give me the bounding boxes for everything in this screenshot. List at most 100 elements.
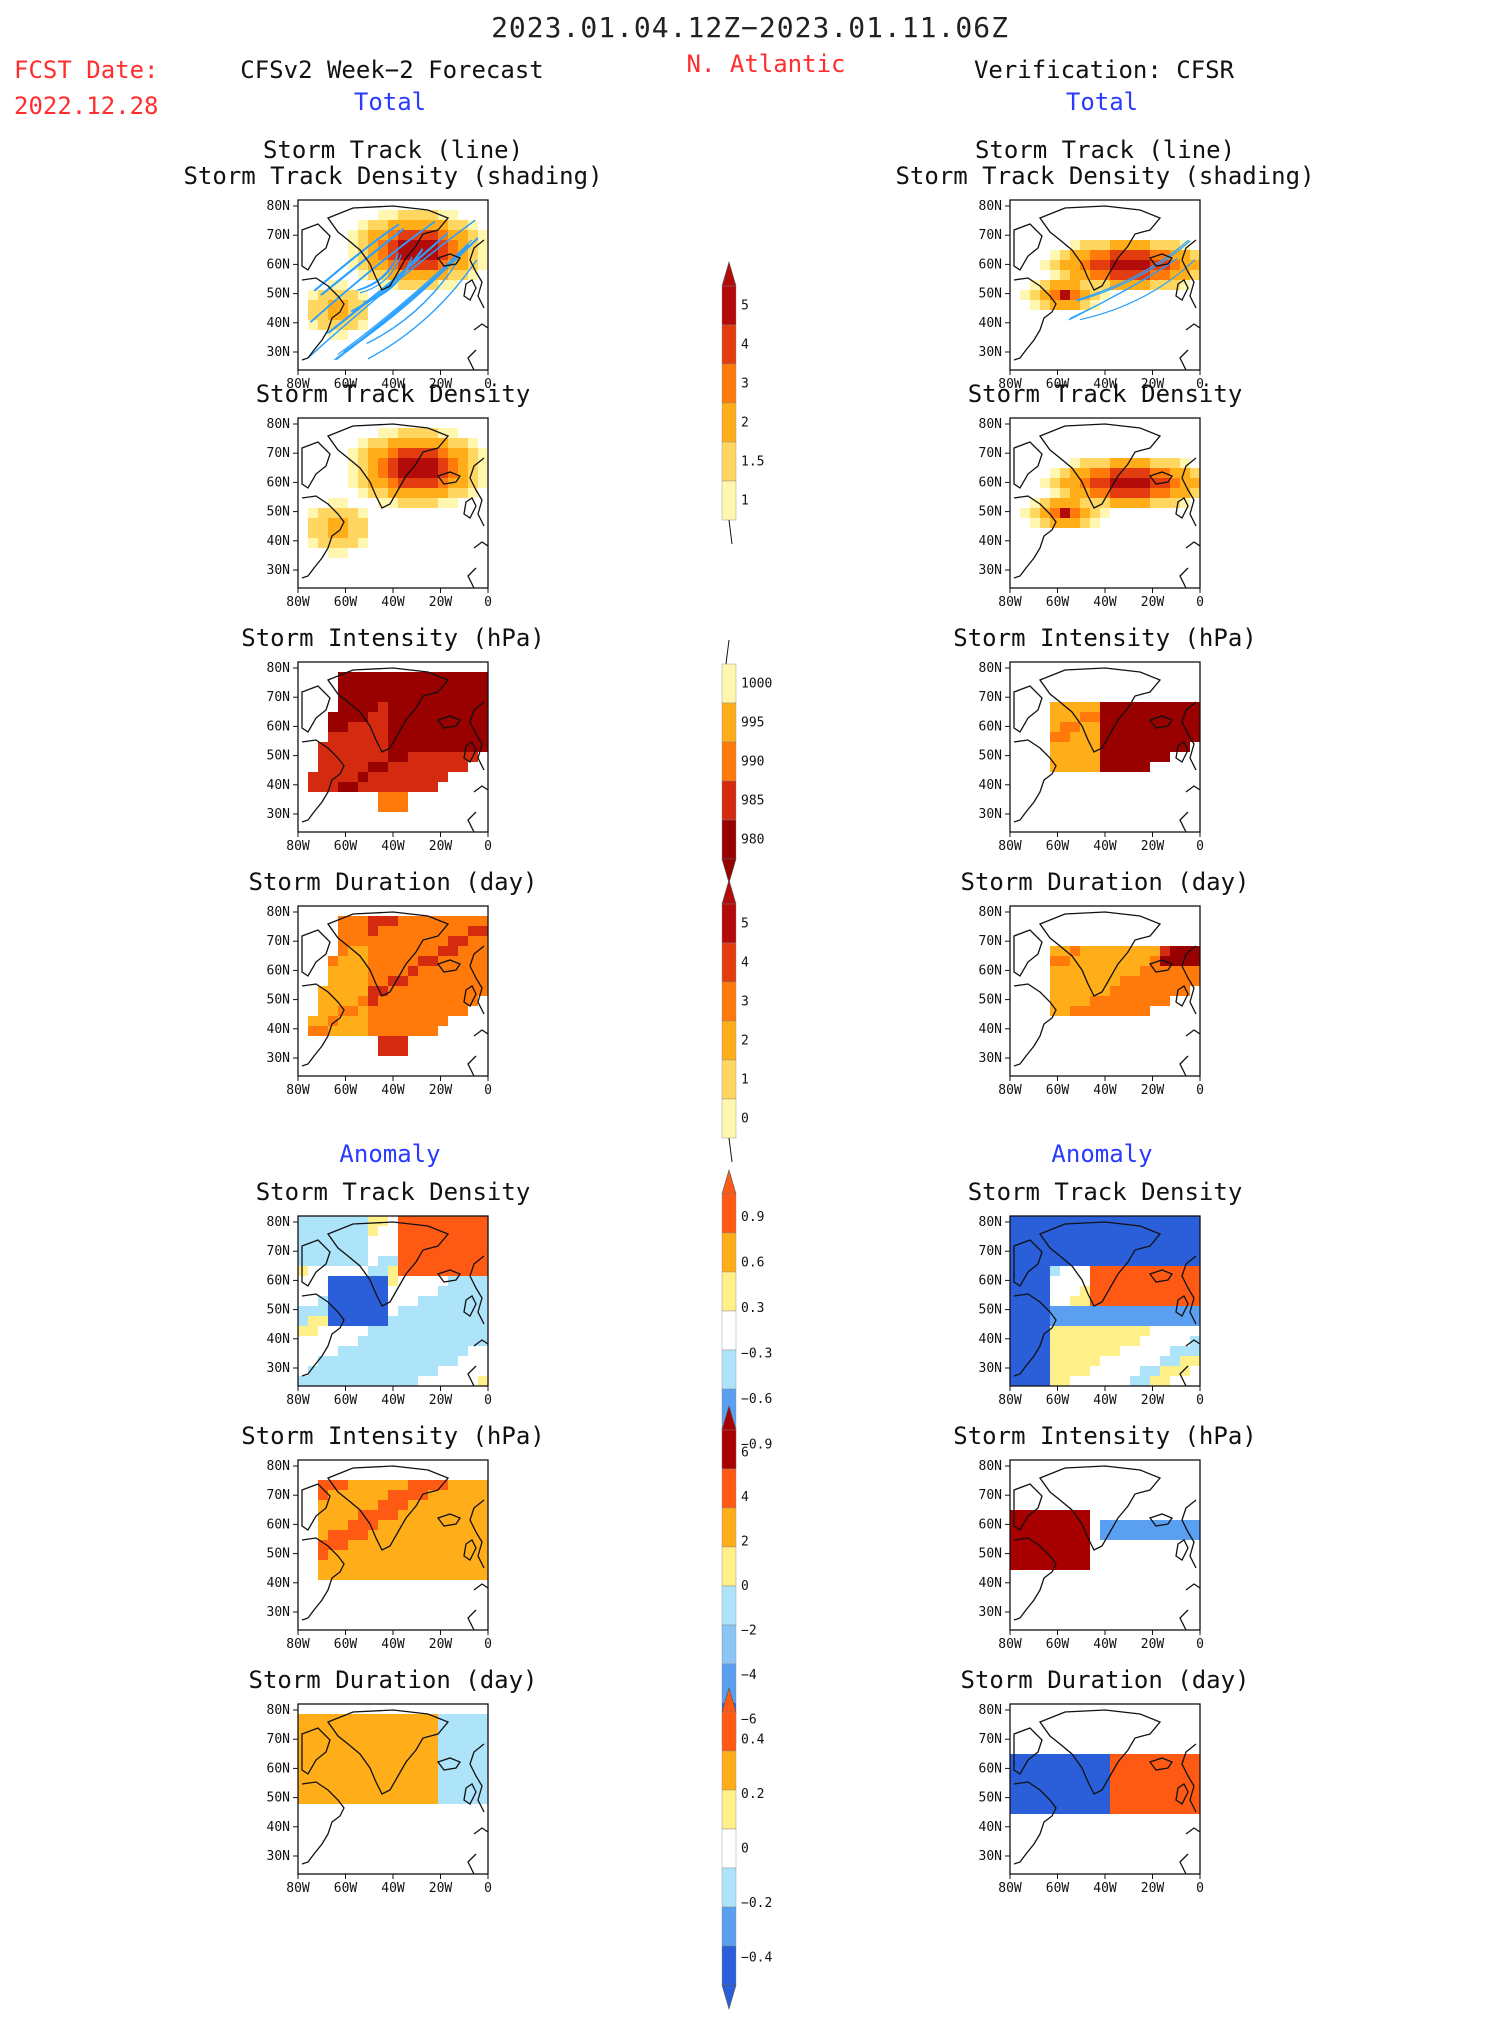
map-panel: Storm Duration (day) 80N 70N 60N 50N 40N 30N 80… bbox=[950, 1668, 1260, 1898]
svg-text:40W: 40W bbox=[381, 595, 405, 610]
panel-title: Storm Intensity (hPa) bbox=[241, 1422, 545, 1450]
svg-text:995: 995 bbox=[741, 716, 764, 731]
svg-text:40W: 40W bbox=[1093, 595, 1117, 610]
svg-text:40W: 40W bbox=[1093, 839, 1117, 854]
panel-title: Storm Track Density bbox=[255, 380, 531, 408]
svg-text:60W: 60W bbox=[334, 1083, 358, 1098]
svg-text:60N: 60N bbox=[979, 475, 1002, 490]
svg-text:0: 0 bbox=[484, 1637, 492, 1652]
panel-title: Storm Track Density bbox=[967, 1178, 1243, 1206]
colorbar: 5 4 3 2 1 0 bbox=[716, 878, 796, 1178]
svg-text:−0.9: −0.9 bbox=[741, 1437, 772, 1452]
colorbar: 0.4 0.2 0 −0.2 −0.4 bbox=[716, 1686, 796, 2025]
svg-text:40W: 40W bbox=[381, 377, 405, 392]
anomaly-label-right: Anomaly bbox=[1051, 1140, 1153, 1168]
svg-text:80W: 80W bbox=[286, 839, 310, 854]
svg-text:30N: 30N bbox=[979, 1849, 1002, 1864]
svg-text:30N: 30N bbox=[979, 563, 1002, 578]
svg-text:50N: 50N bbox=[267, 1791, 290, 1806]
svg-text:2: 2 bbox=[741, 1534, 749, 1549]
fcst-date-label: FCST Date: bbox=[14, 56, 159, 84]
svg-text:40W: 40W bbox=[381, 1083, 405, 1098]
verification-title: Verification: CFSR bbox=[973, 56, 1235, 84]
svg-text:20W: 20W bbox=[429, 839, 453, 854]
total-label-right: Total bbox=[1065, 88, 1139, 116]
svg-text:0: 0 bbox=[484, 839, 492, 854]
svg-text:40W: 40W bbox=[381, 1881, 405, 1896]
svg-text:60N: 60N bbox=[267, 1761, 290, 1776]
svg-text:60W: 60W bbox=[1046, 1881, 1070, 1896]
svg-text:2: 2 bbox=[741, 1034, 749, 1049]
svg-text:3: 3 bbox=[741, 995, 749, 1010]
map-panel: Storm Intensity (hPa) 80N 70N 60N 50N 40N 30N 8… bbox=[950, 1424, 1260, 1654]
svg-text:80W: 80W bbox=[998, 1881, 1022, 1896]
svg-text:70N: 70N bbox=[267, 228, 290, 243]
svg-text:60W: 60W bbox=[334, 1881, 358, 1896]
svg-text:5: 5 bbox=[741, 917, 749, 932]
svg-text:−0.6: −0.6 bbox=[741, 1392, 772, 1407]
svg-text:3: 3 bbox=[741, 377, 749, 392]
svg-text:40N: 40N bbox=[979, 1022, 1002, 1037]
svg-text:20W: 20W bbox=[1141, 1881, 1165, 1896]
svg-text:80N: 80N bbox=[267, 1703, 290, 1718]
svg-text:60N: 60N bbox=[267, 475, 290, 490]
fcst-date-value: 2022.12.28 bbox=[14, 92, 159, 120]
main-title: 2023.01.04.12Z−2023.01.11.06Z bbox=[491, 11, 1009, 44]
svg-text:20W: 20W bbox=[1141, 1393, 1165, 1408]
map-plot: 80N 70N 60N 50N 40N 30N 80W 60W 40W 20W 0 bbox=[267, 417, 492, 610]
svg-text:1.5: 1.5 bbox=[741, 455, 764, 470]
svg-text:0: 0 bbox=[1196, 1393, 1204, 1408]
svg-text:70N: 70N bbox=[267, 690, 290, 705]
svg-text:60N: 60N bbox=[979, 257, 1002, 272]
svg-text:20W: 20W bbox=[429, 377, 453, 392]
svg-text:80W: 80W bbox=[286, 1637, 310, 1652]
map-panel: Storm Intensity (hPa) 80N 70N 60N 50N 40N 30N 8… bbox=[238, 626, 548, 856]
svg-text:0: 0 bbox=[741, 1579, 749, 1594]
svg-text:80W: 80W bbox=[998, 1083, 1022, 1098]
svg-text:40W: 40W bbox=[381, 839, 405, 854]
svg-text:0: 0 bbox=[741, 1842, 749, 1857]
svg-text:40N: 40N bbox=[267, 1820, 290, 1835]
svg-text:30N: 30N bbox=[979, 807, 1002, 822]
svg-text:50N: 50N bbox=[979, 1303, 1002, 1318]
panel-title: Storm Track (line) bbox=[262, 136, 524, 164]
svg-text:60W: 60W bbox=[1046, 839, 1070, 854]
panel-title: Storm Track Density bbox=[967, 380, 1243, 408]
svg-text:80N: 80N bbox=[979, 417, 1002, 432]
svg-text:30N: 30N bbox=[267, 807, 290, 822]
map-panel: Storm Track Density 80N 70N 60N 50N 40N 30N 80W… bbox=[950, 382, 1260, 612]
svg-text:40N: 40N bbox=[979, 534, 1002, 549]
svg-text:50N: 50N bbox=[979, 1547, 1002, 1562]
svg-text:0: 0 bbox=[1196, 1881, 1204, 1896]
svg-text:80W: 80W bbox=[286, 377, 310, 392]
svg-text:20W: 20W bbox=[429, 1083, 453, 1098]
svg-text:990: 990 bbox=[741, 755, 764, 770]
svg-text:1: 1 bbox=[741, 494, 749, 509]
map-plot: 80N 70N 60N 50N 40N 30N 80W 60W 40W 20W 0 bbox=[979, 1703, 1204, 1896]
svg-text:50N: 50N bbox=[267, 1303, 290, 1318]
svg-text:60W: 60W bbox=[1046, 1083, 1070, 1098]
svg-text:6: 6 bbox=[741, 1445, 749, 1460]
svg-text:60W: 60W bbox=[334, 377, 358, 392]
svg-text:30N: 30N bbox=[267, 563, 290, 578]
map-plot: 80N 70N 60N 50N 40N 30N 80W 60W 40W 20W 0 bbox=[267, 905, 492, 1098]
total-label-left: Total bbox=[353, 88, 427, 116]
svg-text:50N: 50N bbox=[267, 749, 290, 764]
map-plot: 80N 70N 60N 50N 40N 30N 80W 60W 40W 20W 0 bbox=[979, 199, 1204, 392]
map-plot: 80N 70N 60N 50N 40N 30N 80W 60W 40W 20W 0 bbox=[979, 1215, 1204, 1408]
svg-text:60N: 60N bbox=[979, 1273, 1002, 1288]
svg-text:60N: 60N bbox=[979, 1517, 1002, 1532]
svg-text:70N: 70N bbox=[979, 1732, 1002, 1747]
anomaly-label-left: Anomaly bbox=[339, 1140, 441, 1168]
svg-text:80W: 80W bbox=[286, 1881, 310, 1896]
map-plot: 80N 70N 60N 50N 40N 30N 80W 60W 40W 20W 0 bbox=[267, 1215, 492, 1408]
svg-text:30N: 30N bbox=[979, 1605, 1002, 1620]
panel-title: Storm Track Density (shading) bbox=[895, 162, 1315, 190]
map-panel: Storm Track (line) Storm Track Density (s… bbox=[895, 138, 1314, 392]
svg-text:80N: 80N bbox=[267, 199, 290, 214]
svg-text:60N: 60N bbox=[979, 963, 1002, 978]
panel-title: Storm Track Density (shading) bbox=[183, 162, 603, 190]
svg-text:4: 4 bbox=[741, 956, 749, 971]
svg-text:2: 2 bbox=[741, 416, 749, 431]
panel-title: Storm Track Density bbox=[255, 1178, 531, 1206]
